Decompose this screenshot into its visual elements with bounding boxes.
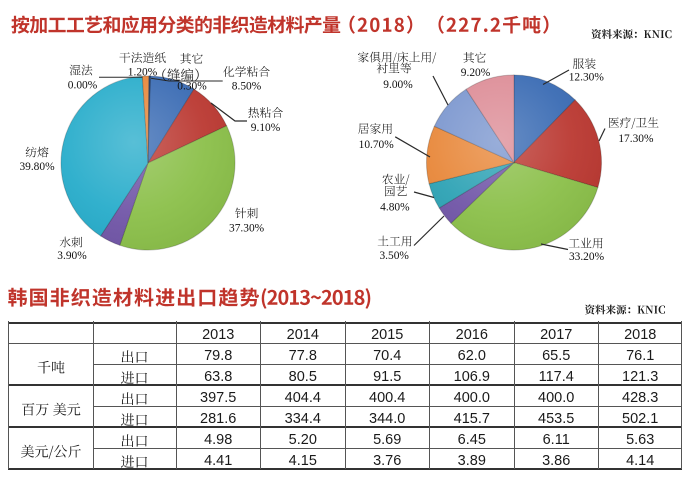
svg-text:4.14: 4.14 (626, 453, 654, 469)
svg-text:4.41: 4.41 (204, 453, 232, 469)
svg-text:1.20%: 1.20% (128, 67, 158, 79)
svg-text:2016: 2016 (456, 327, 488, 343)
svg-text:400.0: 400.0 (538, 390, 574, 406)
svg-text:5.63: 5.63 (626, 432, 654, 448)
svg-text:70.4: 70.4 (373, 348, 401, 364)
svg-text:77.8: 77.8 (289, 348, 317, 364)
svg-text:79.8: 79.8 (204, 348, 232, 364)
svg-text:3.89: 3.89 (458, 453, 486, 469)
svg-text:397.5: 397.5 (200, 390, 236, 406)
svg-text:4.15: 4.15 (289, 453, 317, 469)
svg-text:17.30%: 17.30% (618, 133, 654, 145)
svg-text:8.50%: 8.50% (232, 81, 262, 93)
svg-text:404.4: 404.4 (285, 390, 321, 406)
svg-text:65.5: 65.5 (542, 348, 570, 364)
svg-text:502.1: 502.1 (622, 411, 658, 427)
svg-text:12.30%: 12.30% (569, 72, 605, 84)
svg-text:5.69: 5.69 (373, 432, 401, 448)
svg-text:3.86: 3.86 (542, 453, 570, 469)
svg-text:334.4: 334.4 (285, 411, 321, 427)
svg-text:121.3: 121.3 (622, 369, 658, 385)
svg-text:76.1: 76.1 (626, 348, 654, 364)
svg-text:33.20%: 33.20% (569, 251, 605, 263)
svg-text:6.45: 6.45 (458, 432, 486, 448)
svg-text:2013: 2013 (202, 327, 234, 343)
svg-text:3.76: 3.76 (373, 453, 401, 469)
svg-text:37.30%: 37.30% (229, 223, 265, 235)
svg-text:9.00%: 9.00% (383, 79, 413, 91)
svg-text:91.5: 91.5 (373, 369, 401, 385)
svg-text:2017: 2017 (540, 327, 572, 343)
svg-text:117.4: 117.4 (539, 369, 574, 385)
svg-text:344.0: 344.0 (369, 411, 405, 427)
svg-text:3.90%: 3.90% (57, 250, 87, 262)
svg-text:4.98: 4.98 (204, 432, 232, 448)
svg-text:2015: 2015 (371, 327, 403, 343)
svg-text:0.00%: 0.00% (68, 80, 98, 92)
svg-text:10.70%: 10.70% (359, 139, 395, 151)
svg-text:6.11: 6.11 (543, 432, 570, 448)
svg-text:2018: 2018 (624, 327, 656, 343)
svg-text:62.0: 62.0 (458, 348, 486, 364)
svg-text:9.20%: 9.20% (461, 67, 491, 79)
svg-text:106.9: 106.9 (454, 369, 490, 385)
svg-text:80.5: 80.5 (289, 369, 317, 385)
svg-text:39.80%: 39.80% (19, 161, 55, 173)
svg-text:3.50%: 3.50% (379, 250, 409, 262)
svg-text:400.0: 400.0 (454, 390, 490, 406)
svg-text:415.7: 415.7 (454, 411, 490, 427)
svg-text:453.5: 453.5 (538, 411, 574, 427)
svg-text:4.80%: 4.80% (380, 202, 410, 214)
svg-text:0.30%: 0.30% (177, 81, 207, 93)
svg-text:63.8: 63.8 (204, 369, 232, 385)
svg-text:281.6: 281.6 (200, 411, 236, 427)
svg-text:2014: 2014 (287, 327, 319, 343)
svg-text:428.3: 428.3 (622, 390, 658, 406)
svg-text:9.10%: 9.10% (251, 122, 281, 134)
svg-text:5.20: 5.20 (289, 432, 317, 448)
svg-text:400.4: 400.4 (369, 390, 405, 406)
